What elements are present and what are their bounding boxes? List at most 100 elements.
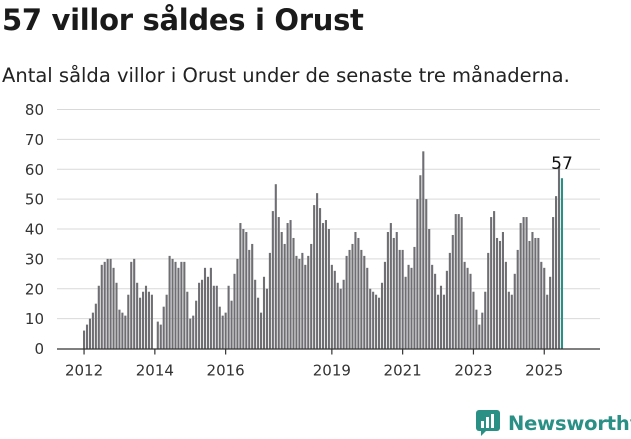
- bar: [292, 237, 295, 349]
- bar: [431, 264, 434, 349]
- bar: [177, 267, 180, 349]
- bar: [410, 267, 413, 349]
- bar: [504, 261, 507, 349]
- bar: [330, 264, 333, 349]
- bar: [540, 261, 543, 349]
- x-tick-label: 2016: [207, 362, 245, 380]
- bar: [490, 217, 493, 349]
- bar: [162, 306, 165, 349]
- bar: [484, 291, 487, 349]
- bar: [513, 273, 516, 349]
- bar: [218, 306, 221, 349]
- bar: [121, 312, 124, 349]
- bar: [168, 255, 171, 349]
- bar: [525, 217, 528, 349]
- bar: [481, 312, 484, 349]
- bar: [531, 231, 534, 349]
- bar: [260, 312, 263, 349]
- bar: [345, 255, 348, 349]
- bar: [519, 223, 522, 349]
- bar: [448, 252, 451, 349]
- bar: [103, 261, 106, 349]
- bar: [94, 303, 97, 349]
- bar: [195, 300, 198, 349]
- bar: [363, 255, 366, 349]
- bar: [277, 217, 280, 349]
- x-tick-label: 2019: [313, 362, 351, 380]
- bar: [546, 294, 549, 349]
- y-tick-label: 40: [25, 221, 44, 239]
- bar: [369, 288, 372, 349]
- bar: [239, 223, 242, 349]
- x-tick-label: 2012: [65, 362, 103, 380]
- bar: [251, 243, 254, 349]
- bar: [262, 276, 266, 349]
- bar: [534, 237, 537, 349]
- x-tick-label: 2014: [136, 362, 174, 380]
- bar: [434, 273, 437, 349]
- bar: [201, 279, 204, 349]
- bar: [209, 267, 212, 349]
- bar-highlighted: [560, 178, 563, 349]
- bar: [498, 240, 502, 349]
- bar: [212, 285, 215, 349]
- bar: [198, 282, 201, 349]
- bar: [360, 249, 363, 349]
- bar: [392, 237, 395, 349]
- bar: [496, 237, 499, 349]
- bar: [150, 294, 153, 349]
- bar: [472, 291, 475, 349]
- bar: [142, 291, 145, 349]
- bar: [324, 220, 327, 349]
- x-tick-label: 2023: [454, 362, 492, 380]
- bar: [171, 258, 174, 349]
- bar: [230, 300, 233, 349]
- bar: [109, 258, 112, 349]
- bar: [457, 214, 460, 349]
- bar: [186, 291, 189, 349]
- bar: [91, 312, 94, 349]
- bar: [83, 330, 86, 349]
- bar: [375, 294, 378, 349]
- bar: [389, 223, 392, 349]
- bar: [130, 261, 133, 349]
- bar: [401, 249, 404, 349]
- bar: [248, 249, 251, 349]
- bar: [501, 231, 504, 349]
- bar: [165, 294, 168, 349]
- bar: [522, 217, 525, 349]
- y-tick-label: 20: [25, 280, 44, 298]
- bar: [398, 249, 401, 349]
- bar: [478, 324, 481, 349]
- bar: [112, 267, 115, 349]
- bar: [460, 217, 463, 349]
- bar: [254, 279, 257, 349]
- bar: [203, 267, 207, 349]
- bar: [245, 231, 248, 349]
- bar: [419, 175, 422, 349]
- y-axis-tick-labels: 0 10 20 30 40 50 60 70 80: [25, 101, 44, 358]
- bar: [301, 252, 304, 349]
- bar: [466, 267, 469, 349]
- bar: [416, 199, 419, 349]
- bar: [549, 276, 552, 349]
- x-tick-label: 2025: [525, 362, 563, 380]
- bar: [493, 211, 496, 349]
- bar: [283, 243, 286, 349]
- bar: [407, 264, 410, 349]
- bar: [354, 231, 357, 349]
- bar: [439, 285, 443, 349]
- bar: [236, 258, 239, 349]
- chart-subtitle: Antal sålda villor i Orust under de sena…: [2, 64, 570, 87]
- y-tick-label: 50: [25, 191, 44, 209]
- bar: [463, 261, 466, 349]
- bar: [383, 261, 386, 349]
- bar: [139, 297, 142, 349]
- bar: [422, 151, 425, 349]
- bar: [469, 273, 472, 349]
- bar: [174, 261, 177, 349]
- bar: [147, 291, 150, 349]
- bar: [224, 312, 227, 349]
- bar: [189, 318, 192, 349]
- y-tick-label: 30: [25, 250, 44, 268]
